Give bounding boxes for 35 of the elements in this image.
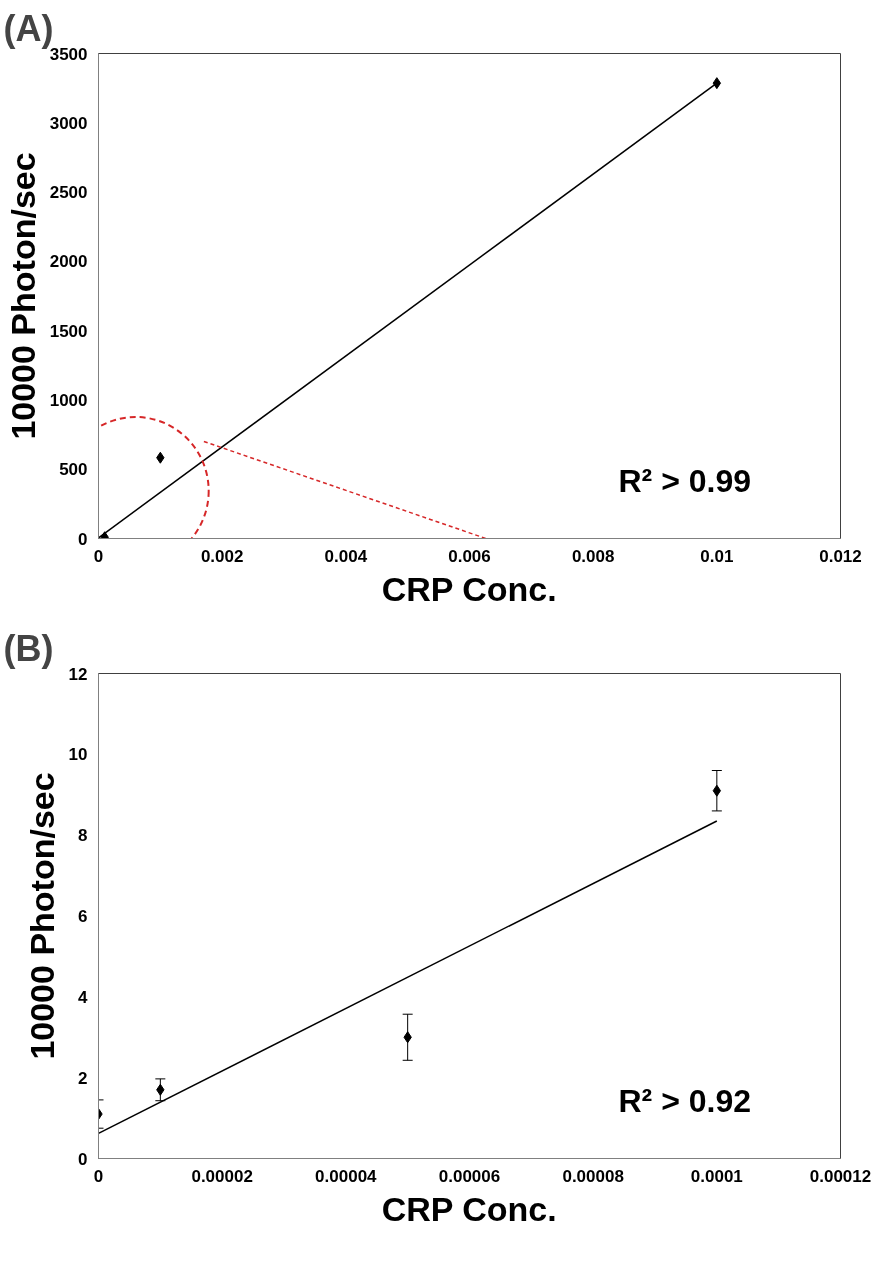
x-tick-label: 0.004 — [324, 546, 368, 566]
y-tick-label: 2000 — [49, 252, 88, 272]
annotation: R² > 0.92 — [618, 1082, 752, 1119]
chart-title: (B) — [3, 627, 54, 669]
y-tick-label: 0 — [78, 529, 88, 549]
x-tick-label: 0.008 — [571, 546, 615, 566]
y-tick-label: 4 — [78, 987, 89, 1007]
y-axis-title: 10000 Photon/sec — [22, 772, 61, 1060]
x-tick-label: 0.00012 — [809, 1166, 872, 1186]
x-tick-label: 0.002 — [200, 546, 244, 566]
y-tick-label: 1000 — [49, 390, 88, 410]
y-tick-label: 10 — [68, 745, 88, 765]
annotation: R² > 0.99 — [618, 462, 752, 499]
x-axis-title: CRP Conc. — [381, 569, 557, 608]
x-tick-label: 0.00004 — [315, 1166, 378, 1186]
y-tick-label: 1500 — [49, 321, 88, 341]
y-tick-label: 3000 — [49, 113, 88, 133]
x-tick-label: 0.00006 — [438, 1166, 501, 1186]
x-tick-label: 0.01 — [700, 546, 734, 566]
x-tick-label: 0.0001 — [690, 1166, 743, 1186]
x-axis-title: CRP Conc. — [381, 1189, 557, 1228]
x-tick-label: 0.012 — [819, 546, 862, 566]
x-tick-label: 0 — [93, 1166, 104, 1186]
y-tick-label: 6 — [78, 907, 88, 926]
y-tick-label: 0 — [78, 1149, 88, 1169]
y-axis-title: 10000 Photon/sec — [3, 152, 42, 440]
y-tick-label: 8 — [78, 826, 88, 846]
x-tick-label: 0.006 — [448, 546, 491, 566]
y-tick-label: 500 — [59, 460, 88, 480]
y-tick-label: 2500 — [49, 183, 88, 203]
y-tick-label: 12 — [68, 664, 88, 684]
y-tick-label: 2 — [78, 1068, 88, 1088]
x-tick-label: 0 — [93, 546, 104, 566]
x-tick-label: 0.00002 — [191, 1166, 253, 1186]
x-tick-label: 0.00008 — [562, 1166, 624, 1186]
